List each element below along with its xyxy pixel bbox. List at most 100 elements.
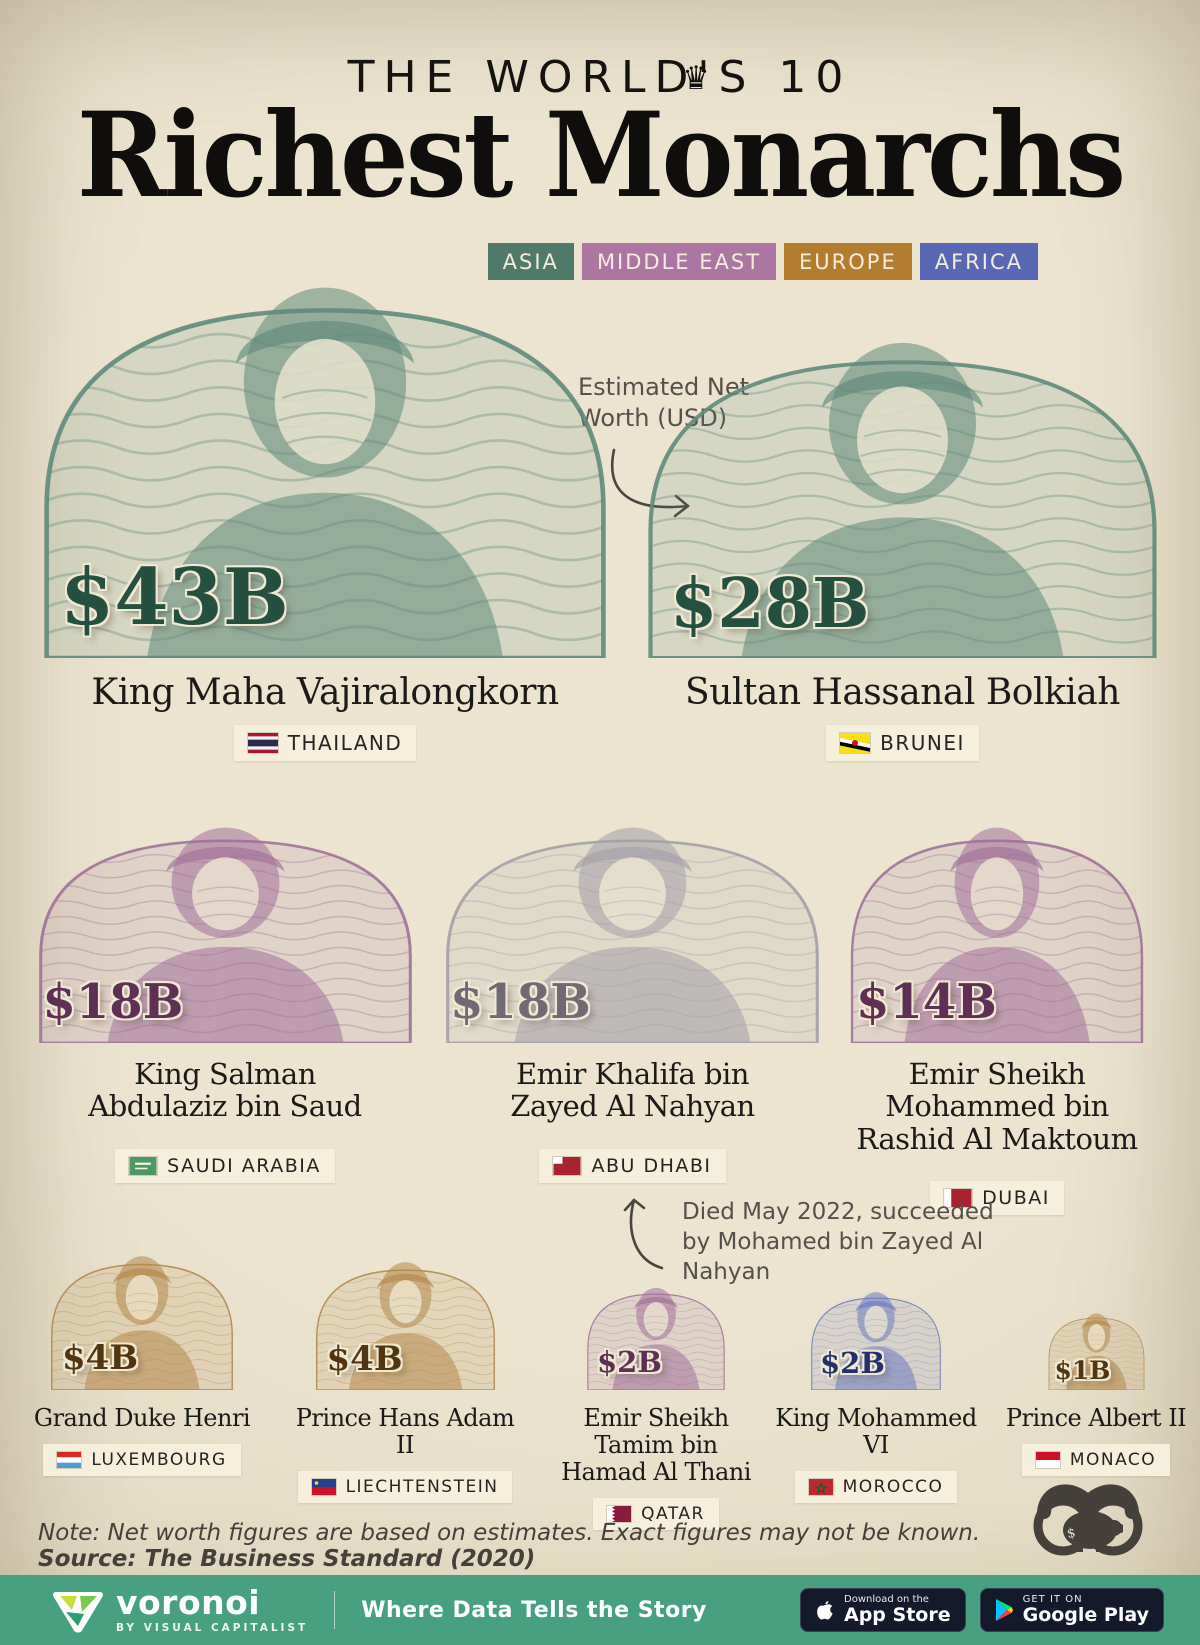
app-store-text: Download on the App Store bbox=[844, 1594, 951, 1627]
google-play-icon bbox=[995, 1599, 1013, 1621]
country-label: QATAR bbox=[641, 1503, 705, 1524]
page-title: Richest M ♛ onarchs bbox=[0, 60, 1200, 225]
apple-icon bbox=[817, 1601, 833, 1620]
country-label: ABU DHABI bbox=[591, 1154, 712, 1177]
monarch-name: Grand Duke Henri bbox=[33, 1404, 251, 1432]
country-badge: BRUNEI bbox=[826, 725, 979, 762]
monarch-name: Prince Albert II bbox=[1005, 1404, 1187, 1432]
title-pre: Richest M bbox=[76, 87, 665, 225]
country-label: SAUDI ARABIA bbox=[167, 1154, 321, 1177]
monarch-card-henri: $4B Grand Duke Henri LUXEMBOURG bbox=[22, 1233, 262, 1476]
country-label: MONACO bbox=[1069, 1449, 1157, 1470]
country-label: THAILAND bbox=[287, 731, 403, 756]
monarch-card-salman: $18B King Salman Abdulaziz bin Saud SAUD… bbox=[27, 790, 423, 1183]
legend-chip-middle-east: MIDDLE EAST bbox=[581, 243, 777, 280]
country-badge: QATAR bbox=[593, 1497, 719, 1530]
brand-text: voronoi BY VISUAL CAPITALIST bbox=[116, 1586, 308, 1634]
monaco-flag-icon bbox=[1035, 1451, 1060, 1468]
portrait-frame: $18B bbox=[33, 790, 418, 1043]
country-badge: MOROCCO bbox=[794, 1470, 958, 1503]
monarch-name: Emir Khalifa bin Zayed Al Nahyan bbox=[510, 1057, 755, 1124]
monarch-name: Sultan Hassanal Bolkiah bbox=[685, 672, 1120, 713]
monarch-card-khalifa: $18B Emir Khalifa bin Zayed Al Nahyan AB… bbox=[440, 790, 825, 1183]
portrait-frame: $18B bbox=[440, 790, 825, 1043]
qatar-flag-icon bbox=[607, 1505, 632, 1522]
region-legend: ASIA MIDDLE EAST EUROPE AFRICA bbox=[487, 243, 1038, 280]
monarch-card-hans-adam: $4B Prince Hans Adam II LIECHTENSTEIN bbox=[285, 1240, 525, 1503]
monarch-name: Prince Hans Adam II bbox=[295, 1404, 515, 1459]
monarch-card-bolkiah: $28B Sultan Hassanal Bolkiah BRUNEI bbox=[640, 288, 1165, 762]
voronoi-logo-icon bbox=[52, 1592, 104, 1633]
saudi-arabia-flag-icon bbox=[129, 1156, 157, 1175]
footer-bar: voronoi BY VISUAL CAPITALIST Where Data … bbox=[0, 1575, 1200, 1645]
monarch-card-vajiralongkorn: $43B King Maha Vajiralongkorn THAILAND bbox=[35, 223, 615, 762]
google-play-big-label: Google Play bbox=[1022, 1603, 1149, 1626]
dubai-flag-icon bbox=[944, 1189, 972, 1208]
portrait-frame: $2B bbox=[809, 1275, 943, 1390]
portrait-frame: $4B bbox=[48, 1233, 236, 1390]
country-badge: LUXEMBOURG bbox=[43, 1443, 241, 1476]
thailand-flag-icon bbox=[247, 733, 278, 754]
voronoi-brand[interactable]: voronoi BY VISUAL CAPITALIST bbox=[52, 1586, 308, 1634]
country-badge: ABU DHABI bbox=[539, 1148, 726, 1183]
google-play-badge[interactable]: GET IT ON Google Play bbox=[979, 1588, 1164, 1632]
net-worth-value: $2B bbox=[597, 1345, 662, 1379]
net-worth-value: $4B bbox=[62, 1338, 139, 1378]
portrait-frame: $28B bbox=[640, 288, 1165, 658]
net-worth-value: $14B bbox=[856, 974, 997, 1030]
monarch-card-tamim: $2B Emir Sheikh Tamim bin Hamad Al Thani… bbox=[551, 1270, 761, 1530]
legend-chip-asia: ASIA bbox=[487, 243, 574, 280]
country-label: BRUNEI bbox=[880, 731, 965, 756]
country-badge: THAILAND bbox=[233, 725, 417, 762]
liechtenstein-flag-icon bbox=[311, 1478, 336, 1495]
piggy-binoculars-icon: $ bbox=[1033, 1484, 1143, 1556]
country-label: LIECHTENSTEIN bbox=[345, 1476, 499, 1497]
country-label: MOROCCO bbox=[842, 1476, 944, 1497]
crown-icon: ♛ bbox=[682, 59, 710, 98]
portrait-frame: $2B bbox=[585, 1270, 727, 1390]
net-worth-value: $4B bbox=[326, 1339, 403, 1379]
monarch-card-mohammed-vi: $2B King Mohammed VI MOROCCO bbox=[768, 1275, 984, 1503]
country-badge: MONACO bbox=[1021, 1443, 1171, 1476]
title-o-wrap: ♛ o bbox=[661, 60, 734, 225]
died-annotation: Died May 2022, succeeded by Mohamed bin … bbox=[682, 1199, 994, 1285]
monarch-name: King Maha Vajiralongkorn bbox=[91, 672, 559, 713]
country-badge: LIECHTENSTEIN bbox=[297, 1470, 513, 1503]
footer-tagline: Where Data Tells the Story bbox=[361, 1597, 707, 1623]
country-label: LUXEMBOURG bbox=[91, 1449, 227, 1470]
footer-divider bbox=[334, 1591, 336, 1629]
app-store-badge[interactable]: Download on the App Store bbox=[800, 1588, 966, 1632]
monarch-name: Emir Sheikh Mohammed bin Rashid Al Makto… bbox=[856, 1057, 1138, 1156]
country-label: DUBAI bbox=[982, 1187, 1050, 1210]
monarch-name: King Salman Abdulaziz bin Saud bbox=[88, 1057, 362, 1124]
portrait-frame: $1B bbox=[1047, 1300, 1146, 1390]
legend-chip-africa: AFRICA bbox=[919, 243, 1038, 280]
title-post: narchs bbox=[730, 87, 1126, 225]
country-badge: DUBAI bbox=[930, 1181, 1064, 1216]
footnote-text: Note: Net worth figures are based on est… bbox=[38, 1520, 981, 1546]
portrait-frame: $4B bbox=[313, 1240, 498, 1390]
abu-dhabi-flag-icon bbox=[553, 1156, 581, 1175]
country-badge: SAUDI ARABIA bbox=[115, 1148, 335, 1183]
monarch-name: King Mohammed VI bbox=[775, 1404, 977, 1459]
title-o: o bbox=[661, 87, 734, 225]
brand-name: voronoi bbox=[116, 1583, 261, 1622]
morocco-flag-icon bbox=[808, 1478, 833, 1495]
google-play-text: GET IT ON Google Play bbox=[1023, 1594, 1149, 1627]
store-badges: Download on the App Store GET IT ON Goog… bbox=[800, 1588, 1164, 1632]
google-play-small-label: GET IT ON bbox=[1022, 1593, 1083, 1605]
net-worth-value: $28B bbox=[670, 564, 870, 644]
luxembourg-flag-icon bbox=[57, 1451, 82, 1468]
legend-chip-europe: EUROPE bbox=[784, 243, 912, 280]
curved-arrow-up-icon bbox=[623, 1198, 664, 1270]
title-kicker: THE WORLD'S 10 bbox=[347, 52, 853, 103]
net-worth-value: $18B bbox=[450, 974, 591, 1030]
net-worth-value: $2B bbox=[820, 1346, 885, 1380]
brunei-flag-icon bbox=[840, 733, 871, 754]
footnote-source: Source: The Business Standard (2020) bbox=[38, 1546, 536, 1572]
monarch-card-maktoum: $14B Emir Sheikh Mohammed bin Rashid Al … bbox=[827, 790, 1167, 1216]
brand-byline: BY VISUAL CAPITALIST bbox=[116, 1622, 309, 1634]
app-store-big-label: App Store bbox=[844, 1603, 951, 1626]
net-worth-value: $43B bbox=[60, 552, 289, 643]
